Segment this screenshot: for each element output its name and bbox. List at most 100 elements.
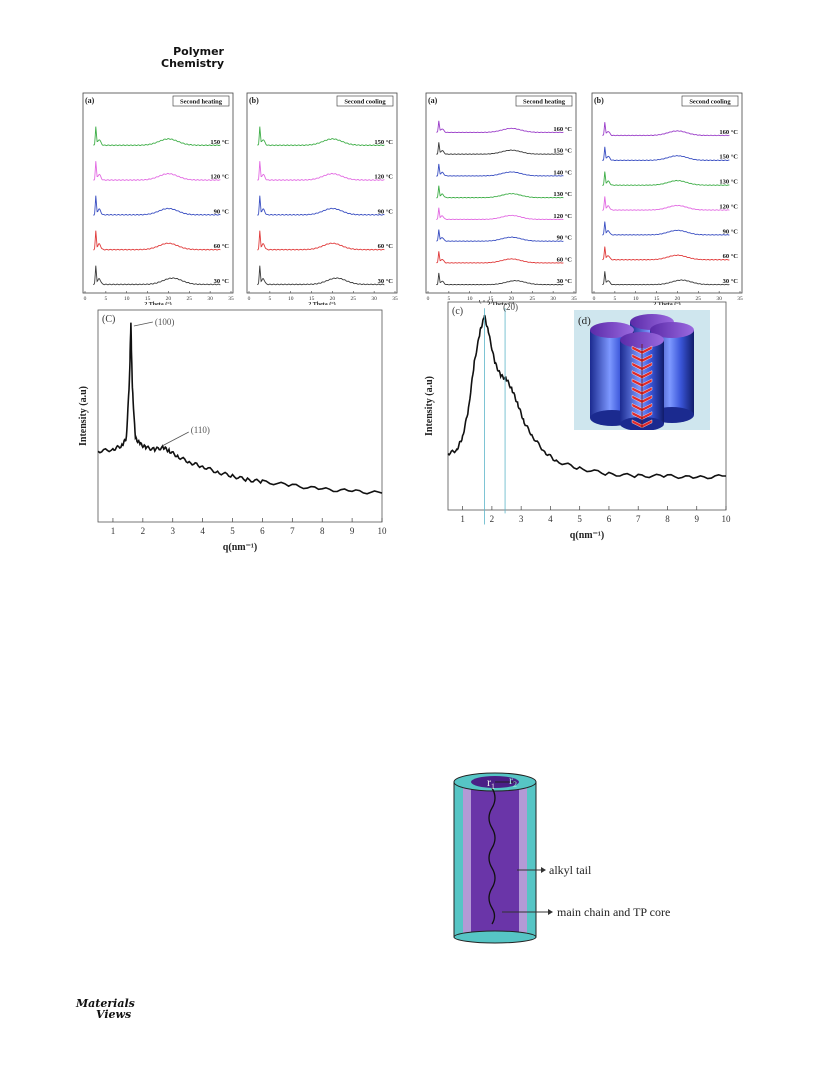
xrd-panel-a-left: (a) Second heating 150 °C 120 °C 90 °C 60 °C 3… bbox=[82, 92, 234, 305]
series-label: 60 °C bbox=[214, 243, 230, 250]
x-tick-label: 30 bbox=[716, 296, 722, 302]
saxs-curve bbox=[447, 314, 726, 480]
series-line bbox=[257, 265, 385, 286]
series-label: 130 °C bbox=[719, 179, 738, 186]
series-line bbox=[257, 161, 385, 181]
peak-label: (110) bbox=[191, 425, 210, 435]
series-line bbox=[436, 142, 564, 155]
xrd-panel-b-left: (b) Second cooling 150 °C 120 °C 90 °C 60 °C 3… bbox=[246, 92, 398, 305]
x-tick-label: 10 bbox=[467, 296, 473, 302]
x-tick-label: 15 bbox=[145, 296, 151, 302]
x-tick-label: 10 bbox=[288, 296, 294, 302]
x-tick-label: 5 bbox=[577, 514, 582, 524]
journal-title-line1: Polymer bbox=[173, 45, 224, 58]
series-line bbox=[602, 146, 730, 161]
series-label: 150 °C bbox=[210, 139, 229, 146]
x-tick-label: 15 bbox=[309, 296, 315, 302]
journal-title: Polymer Chemistry bbox=[158, 46, 224, 70]
series-label: 150 °C bbox=[553, 148, 572, 155]
series-label: 140 °C bbox=[553, 169, 572, 176]
series-label: 120 °C bbox=[553, 213, 572, 220]
peak-label: (100) bbox=[155, 317, 175, 327]
series-label: 30 °C bbox=[378, 278, 394, 285]
saxs-panel-C: (C) 1 2 3 4 5 6 7 8 9 10 q(nm⁻¹) Intensity (a.u) (100… bbox=[78, 309, 388, 553]
legend-label: Second heating bbox=[523, 99, 566, 106]
x-tick-label: 30 bbox=[207, 296, 213, 302]
r1-label: r1 bbox=[487, 775, 495, 791]
cylinder-model-diagram: r1 r2 alkyl tail main chain and TP core bbox=[453, 772, 670, 944]
x-tick-label: 35 bbox=[228, 296, 234, 302]
x-tick-label: 10 bbox=[722, 514, 732, 524]
series-line bbox=[257, 195, 385, 216]
series-line bbox=[93, 265, 221, 286]
xrd-panel-a-right: (a) Second heating 160 °C 150 °C 140 °C 130 °… bbox=[425, 92, 577, 305]
series-line bbox=[436, 185, 564, 199]
x-tick-label: 4 bbox=[548, 514, 553, 524]
x-tick-label: 0 bbox=[248, 296, 251, 302]
panel-label: (c) bbox=[452, 306, 463, 317]
x-tick-label: 20 bbox=[166, 296, 172, 302]
series-label: 120 °C bbox=[210, 174, 229, 181]
x-tick-label: 0 bbox=[427, 296, 430, 302]
x-tick-label: 25 bbox=[696, 296, 702, 302]
series-label: 90 °C bbox=[214, 208, 230, 215]
series-line bbox=[257, 126, 385, 147]
x-tick-label: 7 bbox=[636, 514, 641, 524]
x-tick-label: 0 bbox=[593, 296, 596, 302]
series-line bbox=[436, 229, 564, 242]
panel-label: (C) bbox=[102, 314, 115, 325]
series-label: 30 °C bbox=[557, 278, 573, 285]
main-chain-label: main chain and TP core bbox=[557, 905, 670, 919]
x-tick-label: 8 bbox=[320, 526, 325, 536]
series-line bbox=[602, 221, 730, 236]
x-tick-label: 5 bbox=[230, 526, 235, 536]
x-tick-label: 1 bbox=[460, 514, 465, 524]
panel-d-label: (d) bbox=[578, 315, 591, 327]
x-tick-label: 20 bbox=[330, 296, 336, 302]
x-tick-label: 3 bbox=[519, 514, 524, 524]
x-axis-label: 2 Theta (°) bbox=[308, 301, 335, 305]
x-tick-label: 2 bbox=[141, 526, 146, 536]
x-tick-label: 35 bbox=[392, 296, 398, 302]
series-label: 120 °C bbox=[374, 174, 393, 181]
series-line bbox=[436, 207, 564, 221]
x-tick-label: 4 bbox=[200, 526, 205, 536]
series-label: 30 °C bbox=[723, 278, 739, 285]
series-label: 90 °C bbox=[723, 228, 739, 235]
x-axis-label: q(nm⁻¹) bbox=[223, 542, 257, 553]
x-tick-label: 25 bbox=[351, 296, 357, 302]
x-axis-label: q(nm⁻¹) bbox=[570, 530, 604, 541]
journal-title-line2: Chemistry bbox=[161, 57, 224, 70]
peak-label: (20) bbox=[503, 302, 518, 312]
hexagonal-columns-diagram: (d) bbox=[574, 310, 710, 430]
x-tick-label: 6 bbox=[260, 526, 265, 536]
series-line bbox=[436, 251, 564, 264]
x-tick-label: 5 bbox=[447, 296, 450, 302]
alkyl-tail-label: alkyl tail bbox=[549, 863, 592, 877]
x-tick-label: 25 bbox=[530, 296, 536, 302]
peak-label: (11) bbox=[479, 300, 494, 304]
x-tick-label: 7 bbox=[290, 526, 295, 536]
series-line bbox=[436, 120, 564, 134]
panel-label: (a) bbox=[85, 96, 95, 105]
y-axis-label: Intensity (a.u) bbox=[424, 376, 435, 436]
panel-label: (b) bbox=[249, 96, 259, 105]
series-label: 160 °C bbox=[719, 129, 738, 136]
r2-label: r2 bbox=[509, 773, 517, 789]
series-line bbox=[93, 161, 221, 181]
series-line bbox=[257, 230, 385, 251]
series-label: 90 °C bbox=[557, 235, 573, 242]
series-label: 150 °C bbox=[374, 139, 393, 146]
series-line bbox=[436, 163, 564, 177]
legend-label: Second cooling bbox=[344, 99, 386, 106]
x-tick-label: 10 bbox=[378, 526, 388, 536]
series-label: 130 °C bbox=[553, 191, 572, 198]
x-tick-label: 35 bbox=[737, 296, 743, 302]
x-tick-label: 2 bbox=[490, 514, 495, 524]
series-line bbox=[436, 272, 564, 286]
x-tick-label: 10 bbox=[124, 296, 130, 302]
x-tick-label: 30 bbox=[550, 296, 556, 302]
series-label: 30 °C bbox=[214, 278, 230, 285]
x-tick-label: 20 bbox=[509, 296, 515, 302]
logo-line1: Materials bbox=[76, 997, 135, 1010]
